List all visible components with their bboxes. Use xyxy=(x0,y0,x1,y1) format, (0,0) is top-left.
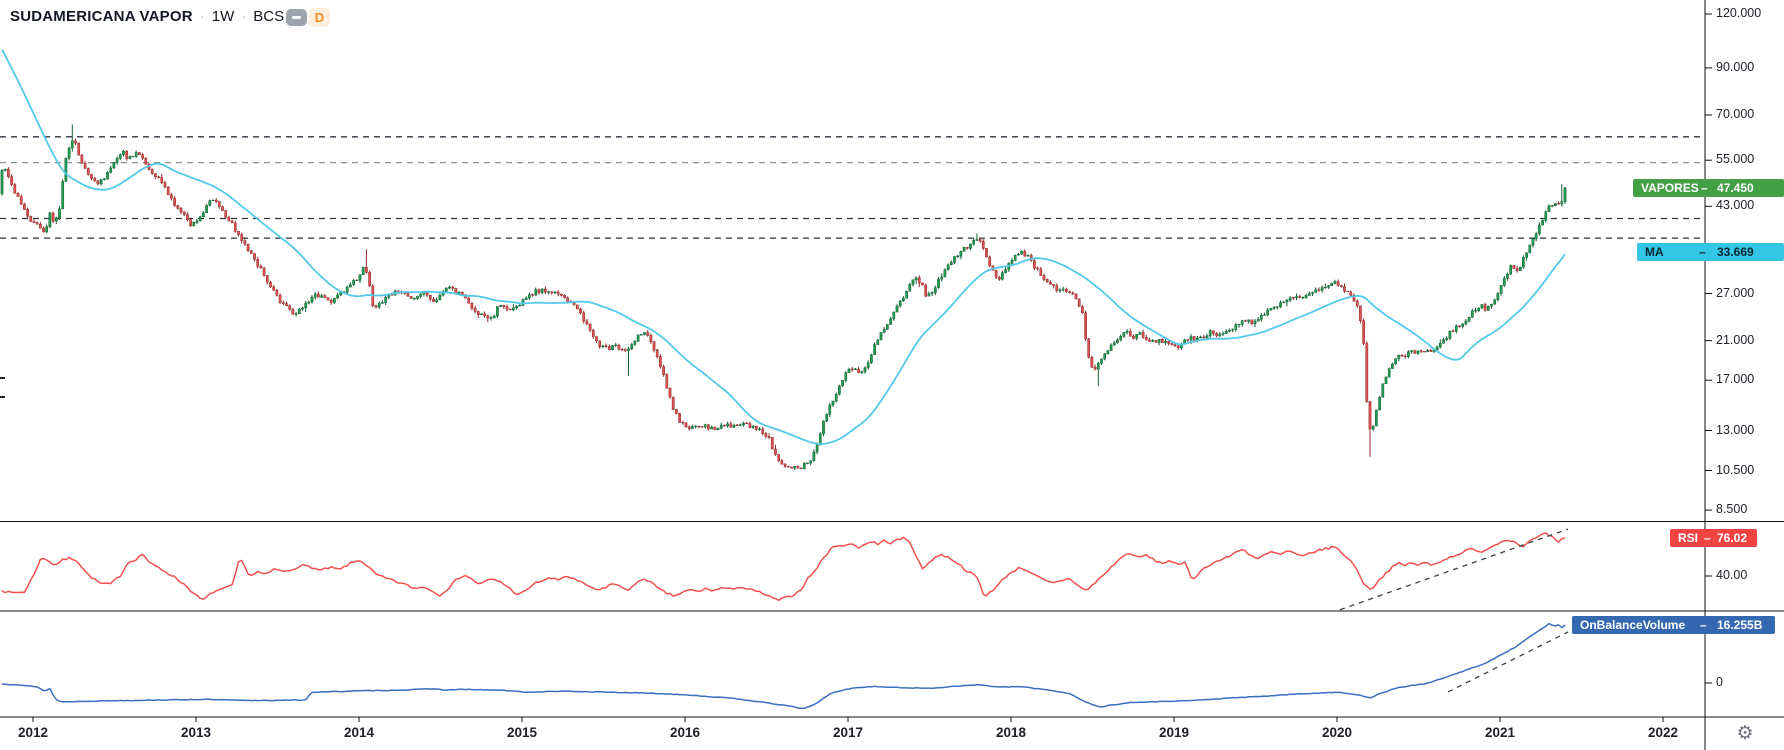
chip-symbol-name: VAPORES xyxy=(1641,180,1699,195)
legend-separator: · xyxy=(241,8,247,25)
chip-rsi-name: RSI xyxy=(1678,530,1699,545)
ma-value-chip: MA – 33.669 xyxy=(1637,243,1784,262)
axis-tick-label: 70.000 xyxy=(1716,107,1755,121)
left-edge-mark xyxy=(0,396,5,398)
axis-tick-label: 27.000 xyxy=(1716,285,1755,300)
interval-label: 1W xyxy=(211,8,235,25)
minus-icon[interactable] xyxy=(286,9,307,26)
chip-ma-name: MA xyxy=(1645,245,1664,260)
year-label: 2018 xyxy=(995,725,1027,740)
axis-tick-label: 40.00 xyxy=(1716,568,1748,582)
chip-separator: – xyxy=(1704,530,1711,545)
rsi-trendline xyxy=(1339,528,1569,611)
gear-icon[interactable]: ⚙ xyxy=(1736,723,1754,744)
year-label: 2022 xyxy=(1647,725,1679,740)
chip-obv-name: OnBalanceVolume xyxy=(1580,618,1686,632)
axis-tick-label: 120.000 xyxy=(1716,6,1762,20)
year-label: 2019 xyxy=(1158,725,1190,740)
daily-badge[interactable]: D xyxy=(309,8,330,27)
axis-tick-label: 10.500 xyxy=(1716,462,1755,477)
axis-tick-label: 21.000 xyxy=(1716,332,1755,347)
axis-tick-label: 90.000 xyxy=(1716,59,1755,74)
last-price-chip: VAPORES – 47.450 xyxy=(1633,178,1784,197)
year-label: 2016 xyxy=(669,725,701,740)
year-label: 2020 xyxy=(1321,725,1353,740)
chip-rsi-value: 76.02 xyxy=(1717,530,1748,545)
chip-separator: – xyxy=(1700,618,1707,632)
exchange-label: BCS xyxy=(253,8,285,25)
chip-obv-value: 16.255B xyxy=(1717,618,1763,632)
candle-wicks xyxy=(1,124,1566,470)
axis-tick-label: 43.000 xyxy=(1716,198,1755,213)
chip-ma-value: 33.669 xyxy=(1717,245,1754,260)
axis-tick-label: 0 xyxy=(1716,675,1723,689)
axis-tick-label: 17.000 xyxy=(1716,372,1755,387)
axis-tick-label: 55.000 xyxy=(1716,152,1755,167)
legend-separator: · xyxy=(199,8,205,25)
symbol-legend[interactable]: SUDAMERICANA VAPOR · 1W · BCS xyxy=(10,8,284,25)
obv-trendline xyxy=(1447,631,1569,693)
candles-up xyxy=(0,140,1567,470)
chip-separator: – xyxy=(1699,245,1706,260)
year-label: 2015 xyxy=(506,725,538,740)
obv-value-chip: OnBalanceVolume – 16.255B xyxy=(1572,616,1775,634)
year-label: 2021 xyxy=(1484,725,1516,740)
chip-symbol-value: 47.450 xyxy=(1717,180,1754,195)
rsi-value-chip: RSI – 76.02 xyxy=(1670,528,1757,547)
chip-separator: – xyxy=(1701,180,1708,195)
year-label: 2017 xyxy=(832,725,864,740)
rsi-line xyxy=(1,532,1566,602)
session-toggle[interactable]: D xyxy=(286,8,330,27)
year-label: 2013 xyxy=(180,725,212,740)
axis-tick-label: 13.000 xyxy=(1716,422,1755,437)
symbol-title: SUDAMERICANA VAPOR xyxy=(10,8,193,25)
axis-tick-label: 8.500 xyxy=(1716,502,1748,517)
year-label: 2012 xyxy=(17,725,49,740)
left-edge-mark xyxy=(0,377,5,379)
candles-down xyxy=(7,140,1560,470)
ma-line xyxy=(1,49,1566,445)
obv-line xyxy=(1,622,1566,710)
year-label: 2014 xyxy=(343,725,375,740)
